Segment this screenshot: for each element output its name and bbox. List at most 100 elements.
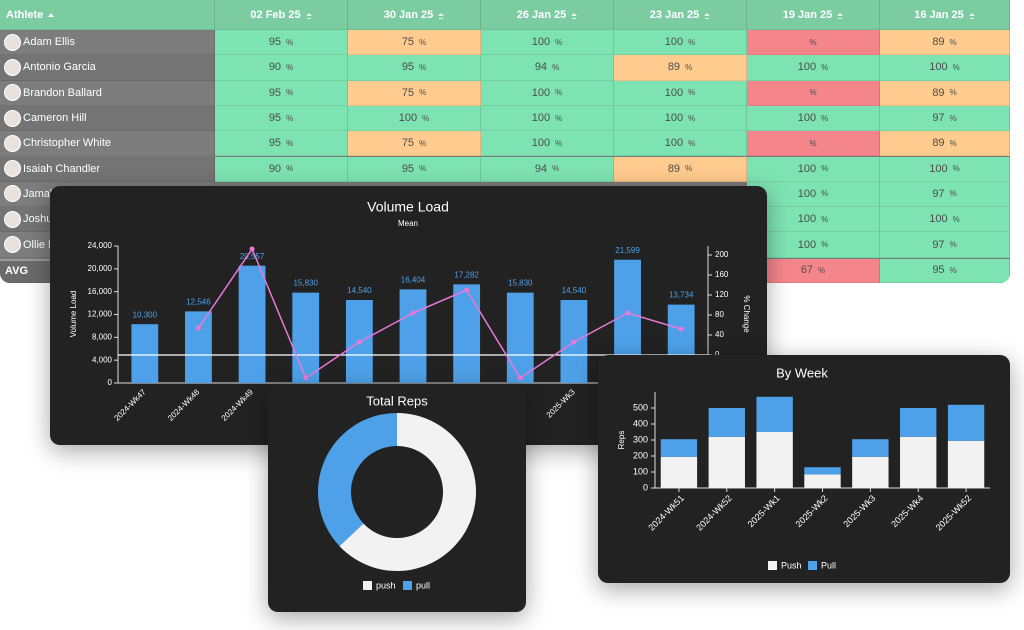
- bar-segment: [660, 439, 698, 457]
- change-point: [410, 310, 416, 316]
- score-cell: 100%: [747, 181, 880, 208]
- score-cell: 89%: [880, 131, 1010, 157]
- score-unit: %: [949, 37, 957, 47]
- athlete-cell[interactable]: Antonio Garcia: [0, 55, 215, 81]
- bar: [453, 284, 481, 383]
- score-unit: %: [821, 214, 829, 224]
- score-cell: 90%: [215, 156, 348, 182]
- athlete-cell[interactable]: Cameron Hill: [0, 105, 215, 132]
- score-cell: %: [747, 80, 880, 106]
- x-tick-label: 2024-Wk48: [166, 387, 202, 423]
- bar-segment: [947, 404, 985, 441]
- score-unit: %: [809, 37, 817, 47]
- score-cell: 100%: [880, 156, 1010, 182]
- column-header[interactable]: 23 Jan 25: [614, 0, 747, 30]
- change-line: [197, 247, 682, 380]
- column-header[interactable]: 30 Jan 25: [348, 0, 481, 30]
- score-cell: 95%: [215, 131, 348, 157]
- score-value: 97: [932, 238, 945, 251]
- score-cell: 97%: [880, 181, 1010, 208]
- score-value: 95: [268, 86, 282, 99]
- bar-segment: [900, 408, 937, 437]
- athlete-table: Athlete 02 Feb 25 30 Jan 25 26 Jan 25 23 Jan…: [0, 0, 1010, 283]
- y2-tick-label: 120: [715, 290, 729, 299]
- score-cell: 100%: [614, 105, 747, 132]
- sort-icon: [968, 13, 975, 16]
- athlete-cell[interactable]: Brandon Ballard: [0, 80, 215, 106]
- column-header[interactable]: 02 Feb 25: [215, 0, 348, 30]
- athlete-cell[interactable]: Christopher White: [0, 131, 215, 157]
- score-cell: 100%: [747, 207, 880, 233]
- column-header[interactable]: 19 Jan 25: [747, 0, 880, 30]
- column-header[interactable]: 26 Jan 25: [481, 0, 614, 30]
- chart-title: Volume Load: [367, 199, 449, 215]
- score-cell: 95%: [215, 30, 348, 56]
- score-unit: %: [552, 164, 560, 174]
- change-point: [517, 375, 523, 381]
- score-value: 90: [268, 162, 282, 175]
- score-value: 100: [929, 213, 948, 226]
- y-axis-label: Volume Load: [69, 291, 78, 338]
- score-unit: %: [809, 138, 817, 148]
- bar-value-label: 16,404: [401, 275, 426, 284]
- legend-swatch: [768, 561, 777, 570]
- bar-value-label: 17,282: [454, 270, 479, 279]
- score-cell: 95%: [348, 156, 481, 182]
- column-header[interactable]: Athlete: [0, 0, 215, 30]
- column-header[interactable]: 16 Jan 25: [880, 0, 1010, 30]
- athlete-cell[interactable]: Isaiah Chandler: [0, 156, 215, 182]
- score-unit: %: [688, 138, 696, 148]
- score-unit: %: [419, 164, 427, 174]
- score-value: 90: [268, 61, 282, 74]
- sort-icon: [305, 13, 312, 16]
- score-unit: %: [555, 138, 563, 148]
- avatar: [4, 210, 21, 228]
- column-header-text: 30 Jan 25: [383, 8, 434, 21]
- change-point: [678, 326, 684, 332]
- athlete-name: Isaiah Chandler: [23, 162, 101, 175]
- athlete-name: Adam Ellis: [23, 36, 75, 49]
- change-point: [356, 339, 362, 345]
- column-header-text: 16 Jan 25: [914, 8, 964, 21]
- score-unit: %: [949, 189, 957, 199]
- bar-segment: [804, 474, 841, 488]
- bar-value-label: 10,300: [133, 310, 158, 319]
- score-cell: 100%: [614, 80, 747, 106]
- score-unit: %: [688, 113, 696, 123]
- score-value: 97: [932, 112, 945, 125]
- score-unit: %: [419, 37, 427, 47]
- column-header-text: Athlete: [6, 8, 44, 21]
- bar-segment: [947, 440, 985, 488]
- score-cell: 75%: [348, 80, 481, 106]
- score-value: 89: [667, 162, 681, 175]
- bar-segment: [756, 396, 793, 432]
- y-tick-label: 8,000: [92, 332, 113, 341]
- score-value: 100: [929, 162, 948, 175]
- score-unit: %: [286, 62, 294, 72]
- x-tick-label: 2024-Wk49: [220, 387, 256, 423]
- score-unit: %: [952, 62, 960, 72]
- score-cell: 95%: [880, 258, 1010, 283]
- x-tick-label: 2024-Wk47: [112, 387, 148, 423]
- y-tick-label: 4,000: [92, 355, 113, 364]
- score-value: 100: [531, 86, 551, 99]
- bar-segment: [900, 436, 937, 488]
- legend-label: push: [376, 580, 396, 590]
- score-value: 89: [667, 61, 681, 74]
- score-value: 75: [401, 137, 415, 150]
- athlete-cell[interactable]: Adam Ellis: [0, 30, 215, 56]
- y2-tick-label: 0: [715, 350, 720, 359]
- score-cell: %: [747, 30, 880, 56]
- score-cell: 89%: [880, 30, 1010, 56]
- bar-value-label: 12,546: [186, 297, 211, 306]
- y-tick-label: 500: [633, 402, 648, 412]
- bar-segment: [852, 456, 889, 488]
- score-value: 100: [929, 61, 948, 74]
- score-value: 100: [664, 137, 684, 150]
- y-tick-label: 300: [633, 434, 648, 444]
- sort-icon: [704, 13, 711, 16]
- score-value: 100: [531, 137, 551, 150]
- sort-icon: [438, 13, 445, 16]
- total-reps-chart: Total Reps push pull: [268, 385, 526, 612]
- score-unit: %: [419, 62, 427, 72]
